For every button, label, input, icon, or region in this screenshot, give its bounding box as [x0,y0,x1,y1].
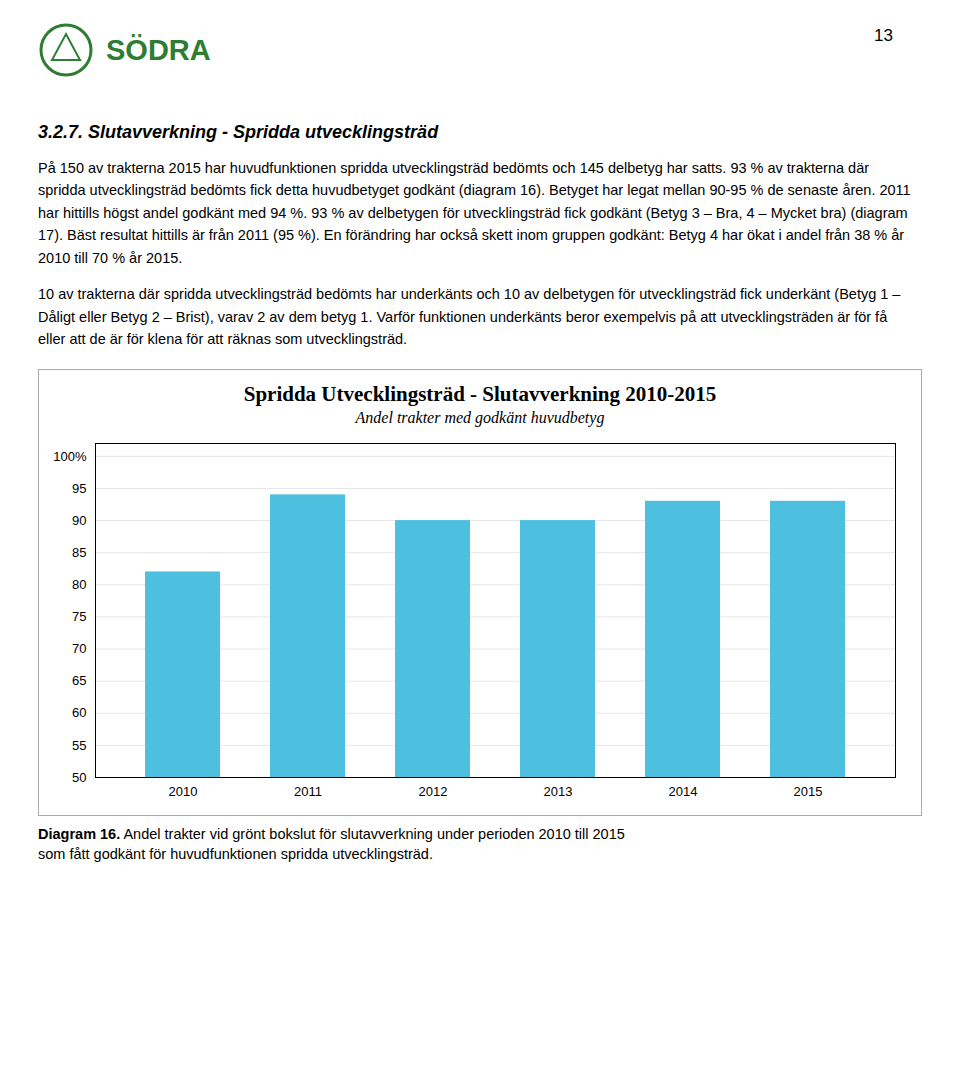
svg-text:2015: 2015 [794,783,823,798]
svg-text:65: 65 [72,673,86,688]
svg-text:2010: 2010 [169,783,198,798]
svg-text:60: 60 [72,705,86,720]
svg-text:2013: 2013 [544,783,573,798]
svg-text:95: 95 [72,480,86,495]
svg-text:2012: 2012 [419,783,448,798]
svg-text:90: 90 [72,512,86,527]
svg-text:85: 85 [72,545,86,560]
svg-text:2011: 2011 [294,783,322,798]
html-text:Andel trakter med godkänt huvu: Andel trakter med godkänt huvudbetyg [355,408,605,426]
html-text:3.2.7. Slutavverkning - Spridd: 3.2.7. Slutavverkning - Spridda utveckli… [38,122,439,142]
html-text:10 av trakterna där spridda ut: 10 av trakterna där spridda utvecklingst… [38,286,901,348]
svg-text:75: 75 [72,609,86,624]
html-text:Spridda Utvecklingsträd - Slut: Spridda Utvecklingsträd - Slutavverkning… [243,381,717,406]
html-text:På 150 av trakterna 2015 har h: På 150 av trakterna 2015 har huvudfunkti… [38,160,911,266]
html-text:Diagram 16. Andel trakter vid: Diagram 16. Andel trakter vid grönt boks… [38,825,625,862]
svg-text:55: 55 [72,737,86,752]
html-text:13: 13 [874,26,893,45]
svg-text:2014: 2014 [669,783,698,798]
svg-text:50: 50 [72,769,86,784]
svg-text:80: 80 [72,577,86,592]
html-text:SÖDRA: SÖDRA [106,33,211,66]
svg-text:100%: 100% [53,448,87,463]
svg-text:70: 70 [72,641,86,656]
